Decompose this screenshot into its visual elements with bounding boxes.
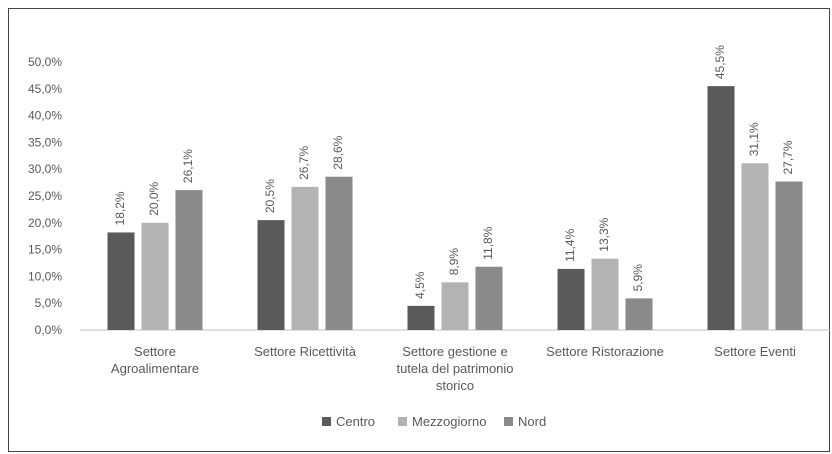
y-tick-label: 15,0% [28,243,62,257]
legend-swatch-centro [322,417,331,426]
y-tick-label: 0,0% [35,323,63,337]
category-label: Settore gestione e tutela del patrimonio s… [396,344,513,393]
data-label: 28,6% [331,135,345,169]
category-label-line: Settore Ristorazione [546,344,664,359]
legend-label-mezzogiorno: Mezzogiorno [412,414,486,429]
legend-label-nord: Nord [518,414,546,429]
bar-centro [707,86,735,331]
category-label-line: Settore gestione e [402,344,508,359]
bar-centro [557,268,585,330]
y-tick-label: 25,0% [28,189,62,203]
bar-nord [475,266,503,330]
data-label: 11,8% [481,226,495,259]
bar-centro [407,305,435,330]
data-label: 20,0% [147,181,161,215]
category-label-line: Agroalimentare [111,361,199,376]
data-label: 26,1% [181,149,195,183]
data-label: 31,1% [747,122,761,156]
y-tick-label: 35,0% [28,135,62,149]
category-label-line: Settore [134,344,176,359]
legend-swatch-mezzogiorno [398,417,407,426]
bar-mezzogiorno [741,163,769,330]
y-tick-label: 40,0% [28,109,62,123]
category-label-line: storico [436,378,474,393]
bar-mezzogiorno [591,258,619,330]
y-tick-label: 30,0% [28,162,62,176]
bar-nord [175,190,203,330]
data-label: 5,9% [631,264,645,292]
data-label: 27,7% [781,140,795,174]
bar-centro [107,232,135,330]
y-tick-label: 20,0% [28,216,62,230]
y-tick-label: 45,0% [28,82,62,96]
category-label: Settore Ricettività [254,344,357,359]
data-label: 45,5% [713,45,727,79]
category-label-line: Settore Eventi [714,344,796,359]
category-label: Settore Ristorazione [546,344,664,359]
bar-mezzogiorno [441,282,469,330]
data-label: 20,5% [263,179,277,213]
bar-mezzogiorno [291,186,319,330]
data-label: 11,4% [563,228,577,261]
category-label: Settore Eventi [714,344,796,359]
y-tick-label: 50,0% [28,55,62,69]
bar-nord [625,298,653,330]
data-label: 26,7% [297,146,311,180]
data-label: 8,9% [447,248,461,276]
y-tick-label: 10,0% [28,269,62,283]
bar-mezzogiorno [141,222,169,330]
category-label-line: Settore Ricettività [254,344,357,359]
data-label: 4,5% [413,271,427,299]
legend-label-centro: Centro [336,414,375,429]
bar-nord [325,176,353,330]
data-label: 13,3% [597,217,611,251]
category-label-line: tutela del patrimonio [396,361,513,376]
category-label: Settore Agroalimentare [111,344,199,376]
legend-swatch-nord [504,417,513,426]
bar-centro [257,220,285,330]
bar-nord [775,181,803,330]
y-tick-label: 5,0% [35,296,63,310]
data-label: 18,2% [113,191,127,225]
